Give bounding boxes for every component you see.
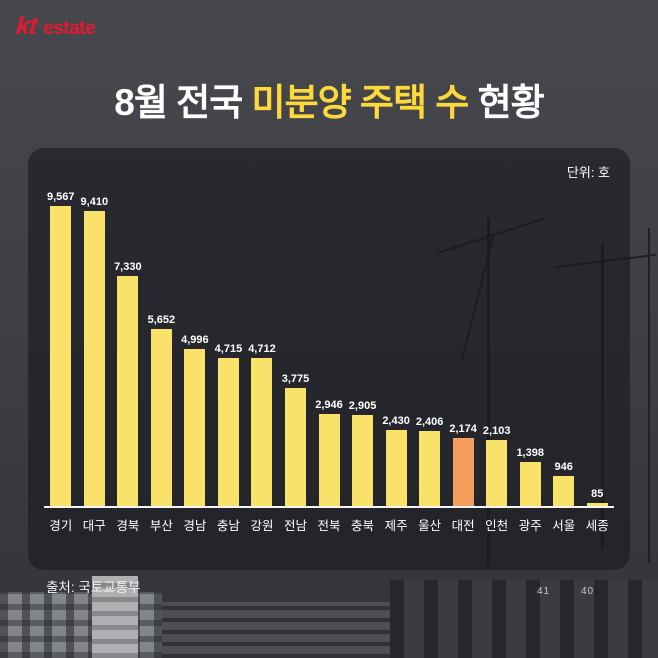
building-silhouette [390, 580, 658, 658]
category-label: 대전 [451, 518, 475, 533]
bar [217, 358, 239, 506]
bar-value-label: 2,174 [449, 423, 477, 435]
bar-group: 4,715 [212, 343, 246, 506]
source-label: 출처: 국토교통부 [46, 580, 141, 595]
bar [586, 503, 608, 506]
category-label: 부산 [149, 518, 173, 533]
bar-value-label: 4,715 [214, 343, 243, 355]
bar-group: 4,996 [178, 334, 212, 506]
category-label: 강원 [250, 518, 274, 533]
bar-group: 9,567 [44, 191, 78, 506]
bar-value-label: 9,567 [47, 191, 75, 203]
unit-label: 단위: 호 [566, 165, 610, 180]
bar [117, 276, 139, 506]
bar-value-label: 3,775 [281, 373, 310, 385]
bar-value-label: 9,410 [80, 196, 109, 208]
crane-silhouette [648, 228, 650, 563]
bar-group: 2,905 [346, 400, 380, 506]
bar-group: 2,430 [379, 415, 413, 506]
bar-group: 946 [547, 461, 581, 506]
bar-group: 2,406 [413, 416, 447, 506]
category-label: 울산 [418, 518, 442, 533]
bar-group: 2,946 [312, 399, 346, 506]
title-prefix: 8월 전국 [114, 82, 252, 123]
category-label: 전남 [283, 518, 307, 533]
page-title: 8월 전국 미분양 주택 수 현황 [0, 72, 658, 126]
bar-group: 4,712 [245, 343, 279, 506]
bar-group: 2,103 [480, 425, 514, 506]
bar-chart: 9,567 9,410 7,330 5,652 4,996 4,715 4,712 3,775… [44, 184, 614, 508]
bar-value-label: 946 [554, 461, 573, 473]
bar [553, 476, 575, 506]
title-suffix: 현황 [468, 82, 545, 123]
bar-value-label: 5,652 [147, 314, 176, 326]
bar [486, 440, 508, 506]
bar [419, 431, 441, 506]
bar [452, 438, 474, 506]
title-highlight: 미분양 주택 수 [251, 82, 470, 123]
bar-group: 7,330 [111, 261, 145, 506]
bar [318, 414, 340, 506]
category-label: 세종 [585, 518, 609, 533]
category-label: 광주 [518, 518, 542, 533]
bar-group: 1,398 [513, 447, 547, 506]
bar-group: 5,652 [145, 314, 179, 506]
bar-group: 9,410 [78, 196, 112, 506]
category-label: 충북 [351, 518, 375, 533]
bar-value-label: 7,330 [114, 261, 142, 273]
category-label: 전북 [317, 518, 341, 533]
building-silhouette [162, 602, 390, 658]
category-label: 대구 [82, 518, 106, 533]
building-silhouette [92, 576, 138, 658]
kt-logo-text: kt [14, 12, 38, 40]
header: kt estate [14, 12, 96, 41]
category-label: 경기 [49, 518, 73, 533]
bar [184, 349, 206, 506]
category-label: 서울 [552, 518, 576, 533]
bar-value-label: 2,103 [482, 425, 511, 437]
estate-logo-text: estate [43, 18, 96, 39]
bar [251, 358, 273, 506]
bar-value-label: 2,430 [382, 415, 410, 427]
category-label: 경남 [183, 518, 207, 533]
bar [284, 388, 306, 506]
bar [150, 329, 172, 506]
bar-value-label: 4,712 [248, 343, 276, 355]
bar-group: 2,174 [446, 423, 480, 506]
category-label: 인천 [485, 518, 509, 533]
category-label: 충남 [216, 518, 240, 533]
category-label: 제주 [384, 518, 408, 533]
bar [385, 430, 407, 506]
kt-estate-logo: kt estate [14, 12, 96, 41]
bar-value-label: 85 [591, 488, 604, 500]
bar-value-label: 1,398 [516, 447, 544, 459]
bar [50, 206, 72, 506]
bar [519, 462, 541, 506]
photo-number: 41 [537, 586, 551, 597]
category-labels: 경기 대구 경북 부산 경남 충남 강원 전남 전북 충북 제주 울산 대전 인천 광주 서울 세종 [44, 512, 614, 536]
bar [352, 415, 374, 506]
category-label: 경북 [116, 518, 140, 533]
photo-number: 40 [581, 586, 595, 597]
bar-value-label: 4,996 [181, 334, 209, 346]
bar [83, 211, 105, 506]
bar-value-label: 2,905 [348, 400, 377, 412]
chart-panel: 단위: 호 9,567 9,410 7,330 5,652 4,996 4,715 4,71… [28, 148, 630, 570]
bar-value-label: 2,406 [415, 416, 444, 428]
bar-group: 85 [581, 488, 615, 506]
bar-group: 3,775 [279, 373, 313, 506]
bar-value-label: 2,946 [315, 399, 343, 411]
